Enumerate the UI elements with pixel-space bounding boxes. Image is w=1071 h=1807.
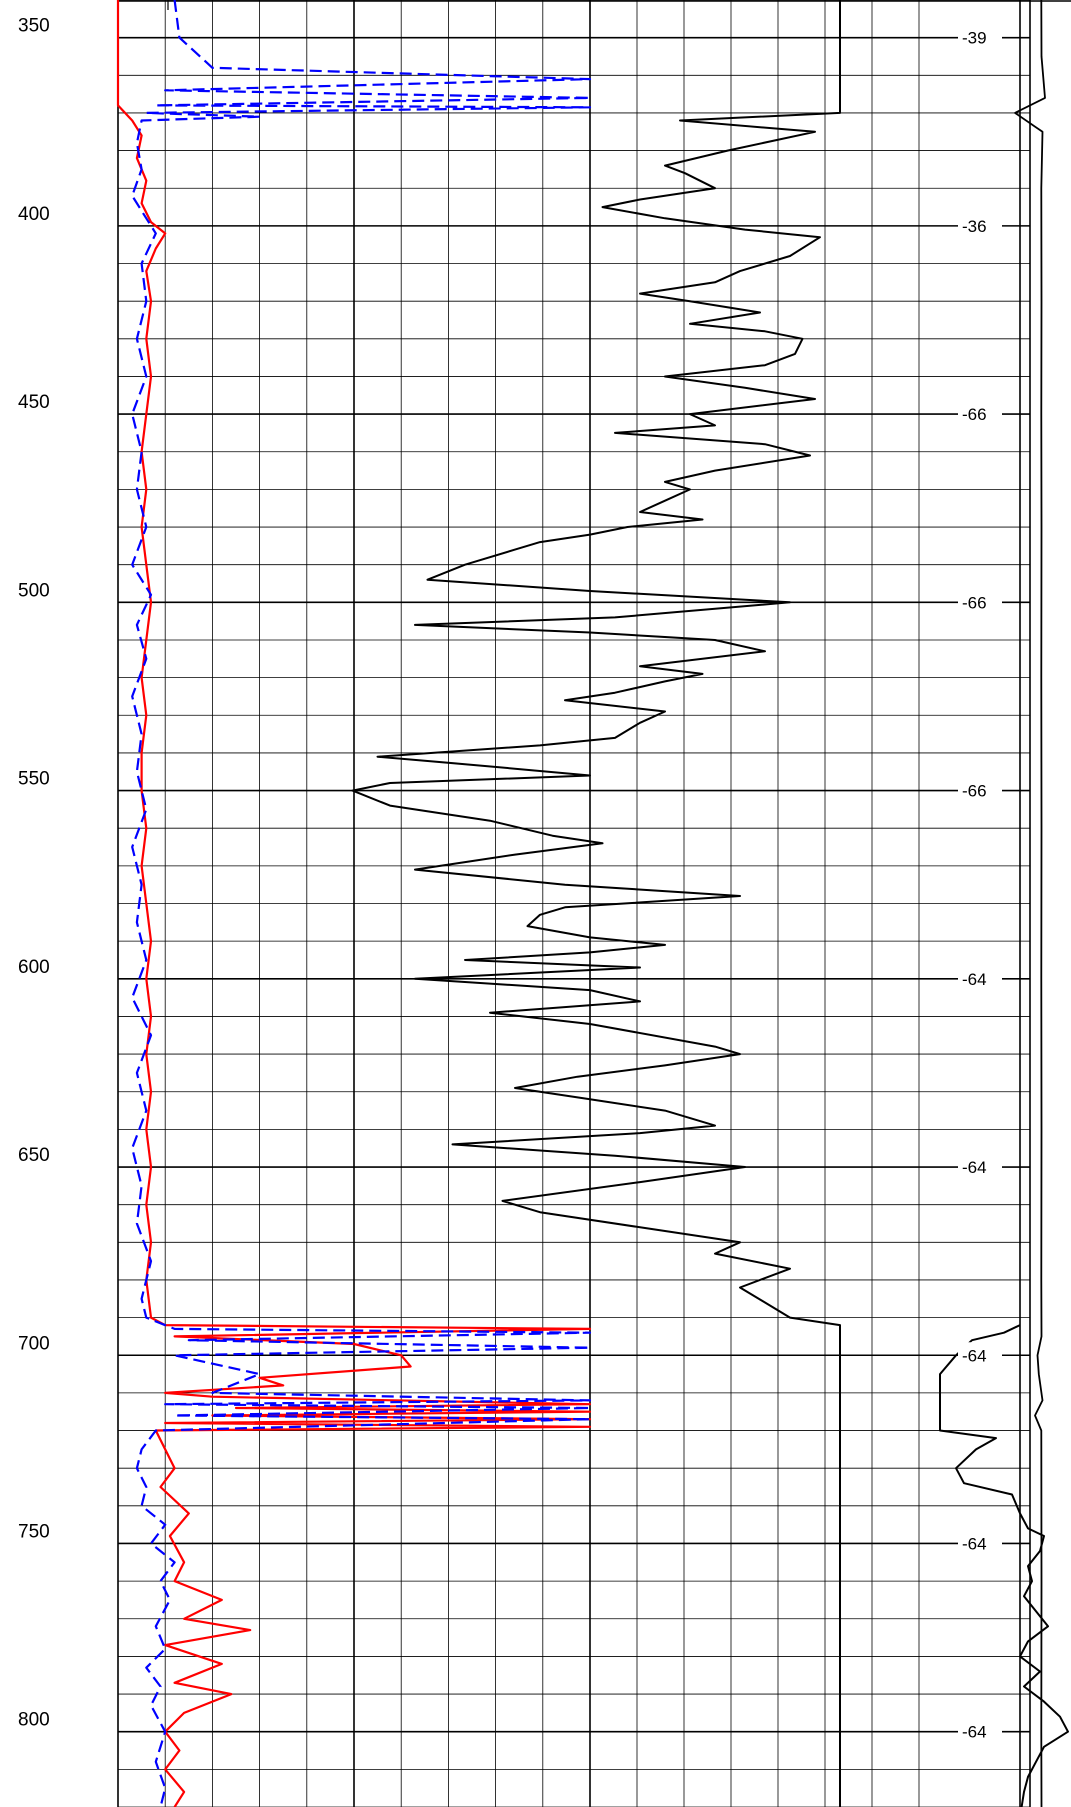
track3-curve-1 [1014,0,1046,1807]
depth-tick-label: 600 [18,957,50,978]
track3-value-label: -64 [962,1158,987,1177]
track3-label-background [958,777,1002,800]
depth-tick-label: 650 [18,1145,50,1166]
depth-tick-label: 750 [18,1521,50,1542]
track1-curve-1 [131,0,592,1807]
track3-label-background [958,212,1002,235]
track3-label-background [958,401,1002,424]
labels: 350 400 450 500 550 600 650 700 750 800 -39 -36 -66 -… [18,16,1002,1742]
track3-value-label: -64 [962,1534,987,1553]
track3-value-label: -64 [962,1723,987,1742]
track3-value-label: -66 [962,593,987,612]
depth-tick-label: 700 [18,1333,50,1354]
track3-label-background [958,589,1002,612]
track3-curve-0 [939,1324,1069,1807]
depth-tick-label: 500 [18,580,50,601]
track3-value-label: -64 [962,1346,987,1365]
depth-tick-label: 450 [18,392,50,413]
track3-value-label: -36 [962,217,987,236]
track3-value-label: -66 [962,405,987,424]
track3-label-background [958,1342,1002,1365]
track3-label-background [958,24,1002,47]
depth-tick-label: 550 [18,769,50,790]
depth-tick-label: 350 [18,16,50,37]
curves [116,0,1069,1807]
track3-value-label: -64 [962,970,987,989]
track2-curve-0 [351,0,841,1807]
depth-tick-label: 400 [18,204,50,225]
track3-label-background [958,1154,1002,1177]
track3-label-background [958,1530,1002,1553]
track1-curve-0 [116,0,592,1807]
track3-label-background [958,965,1002,988]
depth-tick-label: 800 [18,1710,50,1731]
track3-label-background [958,1718,1002,1741]
track3-value-label: -66 [962,782,987,801]
grid [117,0,1071,1807]
track3-value-label: -39 [962,29,987,48]
